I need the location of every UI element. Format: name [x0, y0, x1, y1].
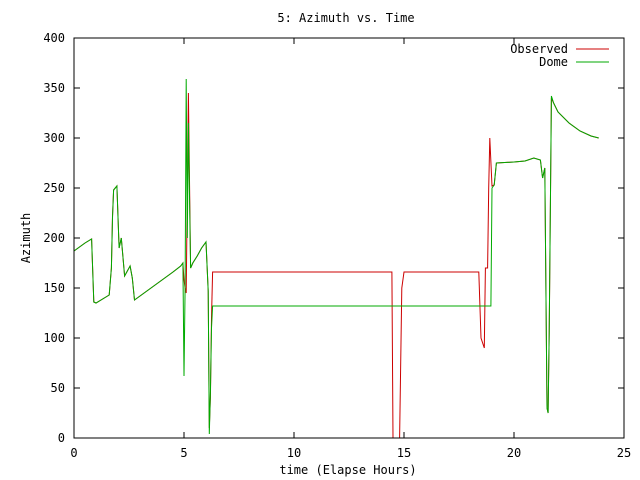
x-tick-label: 20 — [507, 446, 521, 460]
x-tick-label: 0 — [70, 446, 77, 460]
y-tick-label: 100 — [43, 331, 65, 345]
series-lines — [73, 78, 599, 439]
legend-label-observed: Observed — [510, 42, 568, 56]
x-tick-label: 25 — [617, 446, 631, 460]
legend-label-dome: Dome — [539, 55, 568, 69]
y-tick-label: 400 — [43, 31, 65, 45]
y-tick-label: 50 — [51, 381, 65, 395]
y-tick-label: 300 — [43, 131, 65, 145]
axis-ticks: 0 50 100 150 200 250 300 350 400 0 5 10 15 20 25 — [43, 31, 631, 460]
x-axis-label: time (Elapse Hours) — [279, 463, 416, 477]
y-tick-label: 150 — [43, 281, 65, 295]
y-tick-label: 200 — [43, 231, 65, 245]
y-tick-label: 0 — [58, 431, 65, 445]
y-tick-label: 250 — [43, 181, 65, 195]
x-tick-label: 10 — [287, 446, 301, 460]
x-tick-label: 15 — [397, 446, 411, 460]
series-line-dome — [73, 78, 599, 435]
x-tick-label: 5 — [180, 446, 187, 460]
y-tick-label: 350 — [43, 81, 65, 95]
y-axis-label: Azimuth — [19, 213, 33, 264]
chart-title: 5: Azimuth vs. Time — [277, 11, 414, 25]
plot-frame — [73, 37, 625, 439]
